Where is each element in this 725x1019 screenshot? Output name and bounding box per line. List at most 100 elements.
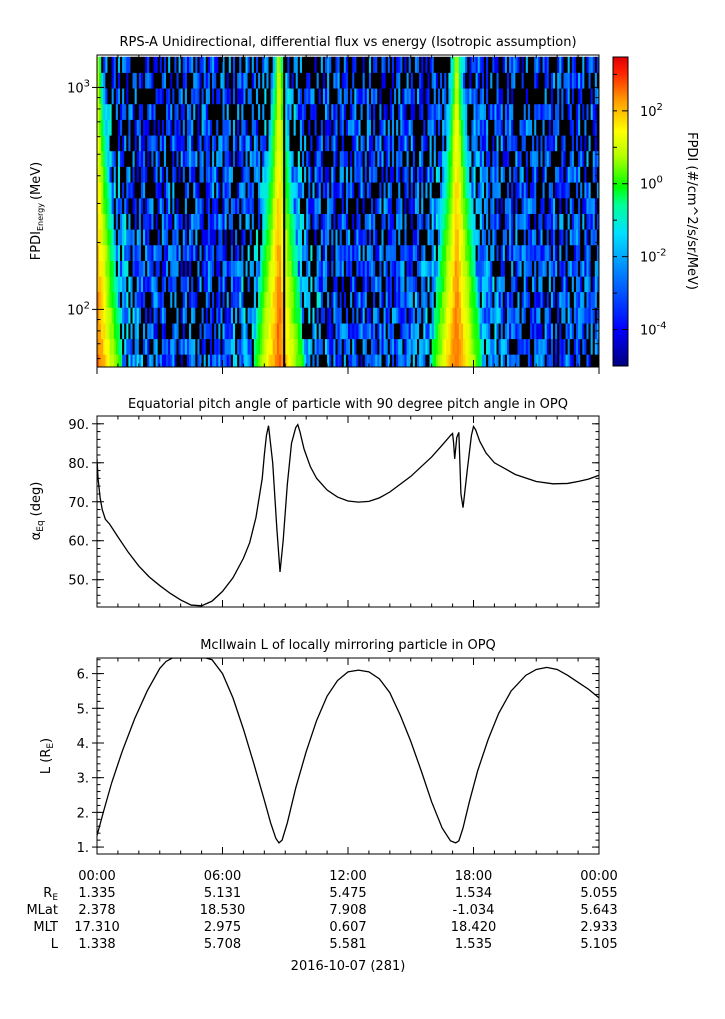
heatmap-cell bbox=[389, 135, 393, 152]
heatmap-cell bbox=[258, 307, 261, 324]
heatmap-cell bbox=[515, 150, 518, 167]
heatmap-cell bbox=[191, 166, 194, 183]
heatmap-cell bbox=[199, 213, 202, 230]
heatmap-cell bbox=[488, 244, 491, 261]
heatmap-cell bbox=[115, 213, 119, 230]
heatmap-cell bbox=[538, 291, 541, 308]
heatmap-cell bbox=[245, 197, 248, 214]
heatmap-cell bbox=[222, 119, 225, 136]
heatmap-cell bbox=[594, 354, 598, 367]
heatmap-cell bbox=[429, 103, 433, 120]
heatmap-cell bbox=[270, 119, 274, 136]
heatmap-cell bbox=[460, 56, 464, 73]
heatmap-cell bbox=[542, 197, 546, 214]
heatmap-cell bbox=[327, 197, 330, 214]
heatmap-cell bbox=[371, 88, 374, 105]
heatmap-cell bbox=[398, 323, 401, 340]
heatmap-cell bbox=[536, 182, 539, 199]
heatmap-cell bbox=[573, 276, 577, 293]
heatmap-cell bbox=[575, 291, 579, 308]
heatmap-cell bbox=[235, 213, 238, 230]
heatmap-cell bbox=[130, 56, 133, 73]
heatmap-cell bbox=[578, 197, 581, 214]
heatmap-cell bbox=[385, 182, 389, 199]
heatmap-cell bbox=[312, 150, 315, 167]
heatmap-cell bbox=[527, 354, 531, 367]
heatmap-cell bbox=[366, 338, 370, 355]
heatmap-cell bbox=[333, 229, 336, 246]
heatmap-cell bbox=[329, 56, 332, 73]
heatmap-cell bbox=[532, 354, 535, 367]
y-tick-label: 60. bbox=[68, 535, 89, 550]
heatmap-cell bbox=[385, 307, 389, 324]
heatmap-cell bbox=[143, 260, 146, 277]
heatmap-cell bbox=[145, 338, 148, 355]
heatmap-cell bbox=[320, 88, 324, 105]
heatmap-cell bbox=[155, 323, 159, 340]
heatmap-cell bbox=[529, 88, 533, 105]
heatmap-cell bbox=[350, 260, 353, 277]
heatmap-cell bbox=[126, 229, 129, 246]
heatmap-cell bbox=[517, 291, 520, 308]
heatmap-cell bbox=[191, 197, 194, 214]
heatmap-cell bbox=[329, 229, 332, 246]
heatmap-cell bbox=[228, 197, 232, 214]
heatmap-cell bbox=[216, 291, 219, 308]
heatmap-cell bbox=[220, 72, 223, 89]
heatmap-cell bbox=[452, 166, 456, 183]
heatmap-cell bbox=[408, 88, 412, 105]
heatmap-cell bbox=[414, 323, 418, 340]
heatmap-cell bbox=[502, 150, 506, 167]
heatmap-cell bbox=[283, 307, 286, 324]
heatmap-cell bbox=[166, 197, 169, 214]
heatmap-cell bbox=[333, 276, 336, 293]
heatmap-cell bbox=[312, 354, 315, 367]
heatmap-cell bbox=[320, 150, 324, 167]
heatmap-cell bbox=[327, 150, 330, 167]
heatmap-cell bbox=[417, 182, 420, 199]
heatmap-cell bbox=[297, 197, 301, 214]
heatmap-cell bbox=[381, 72, 384, 89]
heatmap-cell bbox=[253, 229, 257, 246]
heatmap-cell bbox=[253, 182, 257, 199]
heatmap-cell bbox=[427, 291, 430, 308]
heatmap-cell bbox=[218, 72, 221, 89]
heatmap-cell bbox=[437, 229, 441, 246]
heatmap-cell bbox=[247, 119, 251, 136]
heatmap-cell bbox=[517, 244, 520, 261]
heatmap-cell bbox=[580, 276, 583, 293]
heatmap-cell bbox=[431, 260, 435, 277]
heatmap-cell bbox=[417, 260, 420, 277]
heatmap-cell bbox=[375, 213, 378, 230]
heatmap-cell bbox=[272, 307, 276, 324]
heatmap-cell bbox=[584, 213, 587, 230]
heatmap-cell bbox=[557, 213, 560, 230]
heatmap-cell bbox=[174, 338, 177, 355]
heatmap-cell bbox=[235, 56, 238, 73]
heatmap-cell bbox=[138, 354, 142, 367]
heatmap-cell bbox=[203, 119, 207, 136]
heatmap-cell bbox=[224, 166, 228, 183]
heatmap-cell bbox=[431, 276, 435, 293]
heatmap-cell bbox=[103, 135, 106, 152]
heatmap-cell bbox=[471, 135, 474, 152]
heatmap-cell bbox=[542, 103, 546, 120]
heatmap-cell bbox=[580, 150, 583, 167]
heatmap-cell bbox=[266, 72, 269, 89]
heatmap-cell bbox=[341, 338, 345, 355]
heatmap-cell bbox=[565, 213, 569, 230]
heatmap-cell bbox=[540, 260, 543, 277]
heatmap-cell bbox=[103, 72, 106, 89]
heatmap-cell bbox=[596, 166, 599, 183]
heatmap-cell bbox=[222, 150, 225, 167]
heatmap-cell bbox=[293, 182, 297, 199]
heatmap-cell bbox=[113, 244, 117, 261]
heatmap-cell bbox=[151, 260, 154, 277]
heatmap-cell bbox=[272, 103, 276, 120]
heatmap-cell bbox=[134, 56, 138, 73]
heatmap-cell bbox=[218, 103, 221, 120]
heatmap-cell bbox=[486, 260, 489, 277]
heatmap-cell bbox=[394, 88, 397, 105]
heatmap-cell bbox=[548, 56, 552, 73]
heatmap-cell bbox=[134, 260, 138, 277]
